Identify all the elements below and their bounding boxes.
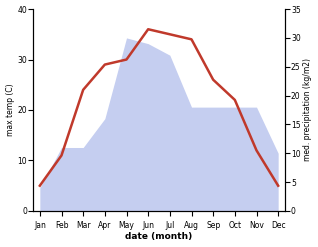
Y-axis label: med. precipitation (kg/m2): med. precipitation (kg/m2)	[303, 59, 313, 162]
X-axis label: date (month): date (month)	[125, 232, 193, 242]
Y-axis label: max temp (C): max temp (C)	[5, 84, 15, 136]
